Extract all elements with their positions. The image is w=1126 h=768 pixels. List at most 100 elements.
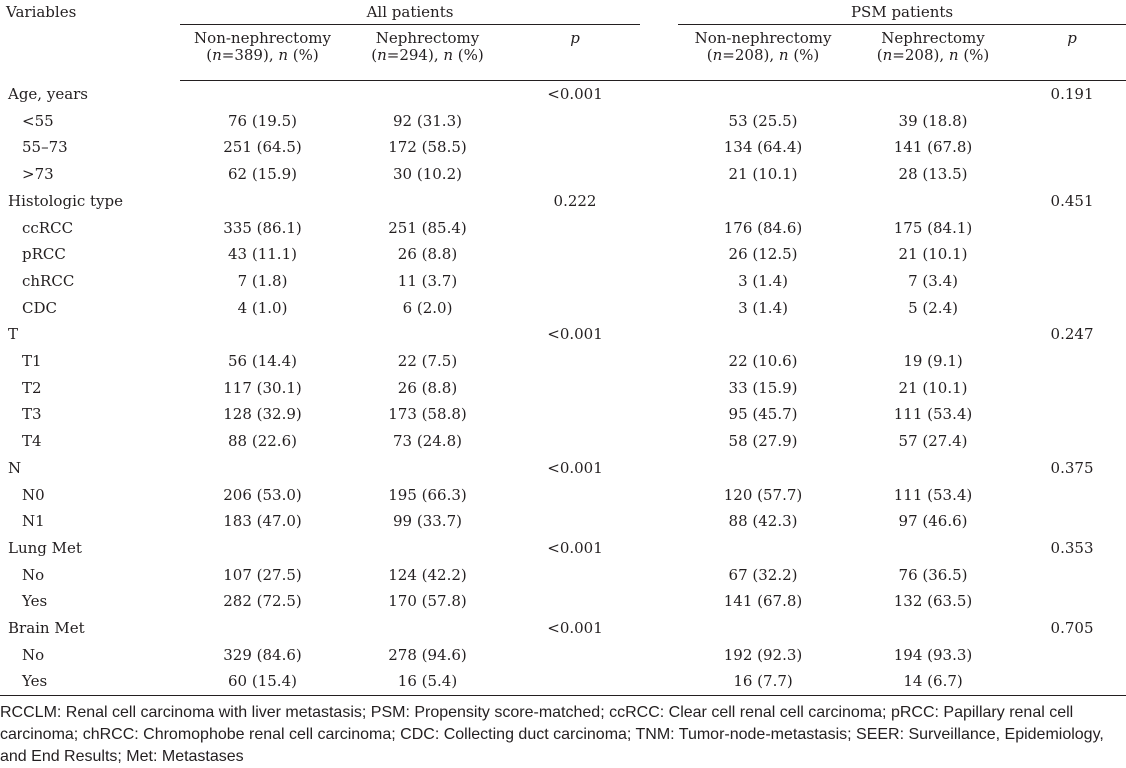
- psm-non-nephrectomy-cell: 3 (1.4): [738, 271, 788, 290]
- spacer-cell: [640, 401, 678, 428]
- psm-nephrectomy-cell: 39 (18.8): [898, 111, 968, 130]
- psm-p-value-cell: [1018, 295, 1126, 322]
- all-nephrectomy-cell: 73 (24.8): [393, 432, 462, 451]
- all-non-nephrectomy-cell: 56 (14.4): [228, 352, 297, 371]
- psm-p-value-cell: [1018, 588, 1126, 615]
- row-label: <55: [22, 111, 54, 130]
- all-non-nephrectomy-cell: [180, 615, 345, 642]
- table-row-category: T1 56 (14.4) 22 (7.5) 22 (10.6) 19 (9.1): [0, 348, 1126, 375]
- psm-p-header: p: [1018, 26, 1126, 81]
- all-p-value-cell: [510, 508, 640, 535]
- all-nephrectomy-cell: 30 (10.2): [393, 165, 462, 184]
- spacer-cell: [640, 668, 679, 697]
- psm-p-value-cell: 0.247: [1050, 325, 1094, 344]
- row-label: >73: [22, 165, 54, 184]
- all-non-nephrectomy-cell: 43 (11.1): [228, 245, 297, 264]
- table-row-category: T4 88 (22.6) 73 (24.8) 58 (27.9) 57 (27.4): [0, 428, 1126, 455]
- row-label: No: [22, 645, 45, 664]
- spacer-cell: [640, 588, 678, 615]
- row-label: Yes: [22, 592, 48, 611]
- all-p-value-cell: [510, 348, 640, 375]
- table-row-category: <55 76 (19.5) 92 (31.3) 53 (25.5) 39 (18.8): [0, 108, 1126, 135]
- psm-nephrectomy-cell: 57 (27.4): [898, 432, 968, 451]
- psm-non-nephrectomy-cell: [678, 455, 848, 482]
- all-p-value-cell: [510, 241, 640, 268]
- psm-nephrectomy-cell: [848, 188, 1018, 215]
- all-nephrectomy-cell: 99 (33.7): [393, 512, 462, 531]
- all-nephrectomy-cell: [345, 188, 510, 215]
- all-nephrectomy-cell: 16 (5.4): [345, 668, 510, 697]
- table-body: Age, years <0.001 0.191 <55 76 (19.5) 92 (31.…: [0, 81, 1126, 697]
- psm-nephrectomy-cell: [848, 321, 1018, 348]
- all-p-value-cell: <0.001: [547, 619, 603, 638]
- patient-characteristics-table: Variables All patients PSM patients Non-…: [0, 0, 1126, 697]
- psm-non-nephrectomy-cell: 67 (32.2): [728, 565, 798, 584]
- table-row-variable: Histologic type 0.222 0.451: [0, 188, 1126, 215]
- psm-nephrectomy-cell: 76 (36.5): [898, 565, 968, 584]
- psm-non-nephrectomy-cell: 176 (84.6): [723, 218, 803, 237]
- psm-nephrectomy-cell: 97 (46.6): [898, 512, 968, 531]
- psm-nephrectomy-cell: 175 (84.1): [893, 218, 973, 237]
- all-p-label: p: [570, 29, 580, 47]
- table-row-category: No 329 (84.6) 278 (94.6) 192 (92.3) 194 (93.…: [0, 642, 1126, 669]
- table-row-variable: N <0.001 0.375: [0, 455, 1126, 482]
- psm-non-nephrectomy-cell: 141 (67.8): [723, 592, 803, 611]
- spacer-cell: [640, 215, 678, 242]
- psm-nephrectomy-cell: 7 (3.4): [908, 271, 958, 290]
- data-table-container: Variables All patients PSM patients Non-…: [0, 0, 1126, 697]
- header-row-groups: Variables All patients PSM patients: [0, 0, 1126, 26]
- psm-p-value-cell: [1018, 134, 1126, 161]
- psm-nephrectomy-header: Nephrectomy (n=208), n (%): [848, 26, 1019, 81]
- all-nephrectomy-cell: [345, 81, 510, 108]
- spacer-cell: [640, 108, 678, 135]
- row-label: T: [8, 325, 19, 344]
- row-label: N: [8, 458, 22, 477]
- table-row-variable: T <0.001 0.247: [0, 321, 1126, 348]
- header-row-columns: Non-nephrectomy (n=389), n (%) Nephrecto…: [0, 26, 1126, 81]
- all-p-value-cell: <0.001: [547, 85, 603, 103]
- psm-nephrectomy-cell: 21 (10.1): [898, 378, 968, 397]
- psm-non-nephrectomy-n: (n=208), n (%): [706, 46, 820, 64]
- psm-non-nephrectomy-cell: [678, 188, 848, 215]
- row-label: Lung Met: [8, 538, 82, 557]
- all-p-value-cell: [510, 108, 640, 135]
- psm-p-value-cell: [1018, 375, 1126, 402]
- all-p-value-cell: [510, 588, 640, 615]
- psm-nephrectomy-cell: [848, 535, 1018, 562]
- spacer-cell: [640, 241, 678, 268]
- spacer-cell: [640, 295, 678, 322]
- all-non-nephrectomy-cell: 183 (47.0): [223, 512, 302, 531]
- table-row-category: Yes 60 (15.4) 16 (5.4) 16 (7.7) 14 (6.7): [0, 668, 1126, 697]
- all-non-nephrectomy-cell: 60 (15.4): [180, 668, 345, 697]
- psm-p-value-cell: 0.705: [1050, 619, 1094, 638]
- psm-non-nephrectomy-header: Non-nephrectomy (n=208), n (%): [678, 26, 849, 81]
- table-row-category: Yes 282 (72.5) 170 (57.8) 141 (67.8) 132 (63…: [0, 588, 1126, 615]
- psm-nephrectomy-n: (n=208), n (%): [876, 46, 990, 64]
- psm-nephrectomy-cell: 19 (9.1): [903, 352, 963, 371]
- row-label: Yes: [0, 668, 180, 697]
- psm-non-nephrectomy-cell: 16 (7.7): [678, 668, 849, 697]
- spacer-cell: [640, 188, 678, 215]
- row-label: Brain Met: [8, 619, 85, 638]
- psm-p-value-cell: 0.191: [1050, 85, 1094, 103]
- all-nephrectomy-cell: 26 (8.8): [397, 245, 458, 264]
- psm-p-value-cell: [1018, 508, 1126, 535]
- row-label: 55–73: [22, 138, 68, 157]
- spacer-cell: [640, 642, 678, 669]
- all-non-nephrectomy-cell: 128 (32.9): [223, 405, 302, 424]
- all-p-value-cell: [510, 668, 641, 697]
- psm-nephrectomy-cell: 132 (63.5): [893, 592, 973, 611]
- row-label: T1: [22, 352, 42, 371]
- row-label: N0: [22, 485, 45, 504]
- all-nephrectomy-cell: 251 (85.4): [388, 218, 467, 237]
- all-nephrectomy-cell: 170 (57.8): [388, 592, 467, 611]
- psm-p-value-cell: [1018, 161, 1126, 188]
- table-row-variable: Lung Met <0.001 0.353: [0, 535, 1126, 562]
- spacer-cell: [640, 134, 678, 161]
- all-non-nephrectomy-cell: 76 (19.5): [228, 111, 297, 130]
- psm-nephrectomy-cell: 21 (10.1): [898, 245, 968, 264]
- all-nephrectomy-cell: 22 (7.5): [397, 352, 458, 371]
- psm-nephrectomy-cell: [848, 455, 1018, 482]
- all-non-nephrectomy-label: Non-nephrectomy: [194, 29, 331, 47]
- psm-non-nephrectomy-cell: 21 (10.1): [728, 165, 798, 184]
